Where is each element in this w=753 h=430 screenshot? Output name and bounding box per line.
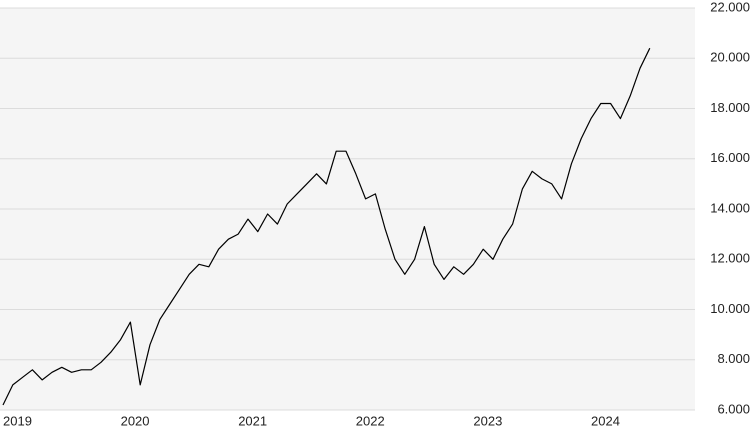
y-tick-label: 18.000 (710, 100, 750, 115)
y-tick-label: 20.000 (710, 50, 750, 65)
y-tick-label: 8.000 (717, 351, 750, 366)
x-tick-label: 2023 (473, 413, 502, 428)
price-line (2, 47, 651, 406)
y-tick-label: 10.000 (710, 301, 750, 316)
x-tick-label: 2020 (121, 413, 150, 428)
y-tick-label: 6.000 (717, 401, 750, 416)
y-tick-label: 16.000 (710, 150, 750, 165)
x-tick-label: 2019 (3, 413, 32, 428)
y-tick-label: 22.000 (710, 0, 750, 14)
x-tick-label: 2022 (356, 413, 385, 428)
y-tick-label: 14.000 (710, 200, 750, 215)
x-tick-label: 2024 (591, 413, 620, 428)
y-tick-label: 12.000 (710, 251, 750, 266)
x-tick-label: 2021 (238, 413, 267, 428)
